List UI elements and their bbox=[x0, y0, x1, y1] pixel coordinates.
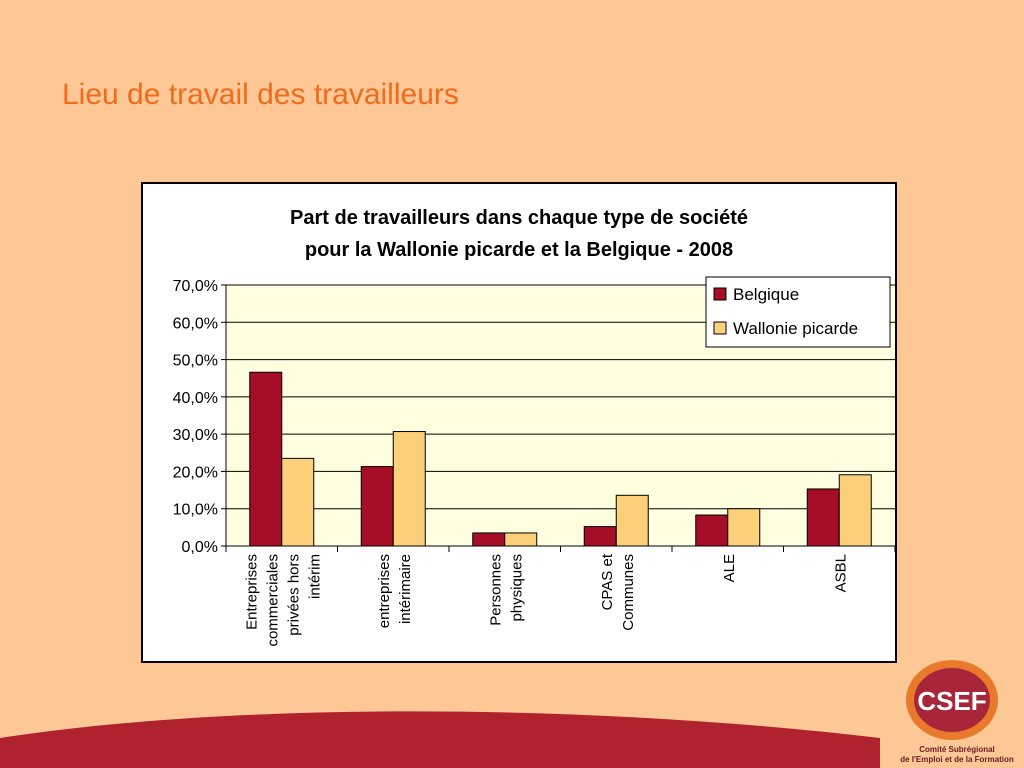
y-tick-label: 30,0% bbox=[173, 427, 218, 444]
x-category-label: intérim bbox=[306, 554, 323, 599]
y-tick-label: 60,0% bbox=[173, 315, 218, 332]
logo-text: CSEF bbox=[917, 686, 986, 716]
y-tick-label: 50,0% bbox=[173, 353, 218, 370]
x-category-label: intérimaire bbox=[397, 554, 414, 624]
bar-belgique bbox=[695, 514, 729, 547]
x-category-label: CPAS et bbox=[599, 553, 616, 610]
y-tick-label: 70,0% bbox=[173, 278, 218, 295]
bar-wallonie bbox=[281, 457, 315, 547]
slide-title: Lieu de travail des travailleurs bbox=[62, 78, 459, 111]
legend-box bbox=[705, 276, 891, 348]
y-tick-label: 10,0% bbox=[173, 502, 218, 519]
legend-swatch bbox=[713, 321, 727, 335]
legend-label: Belgique bbox=[733, 285, 799, 304]
bar-belgique bbox=[472, 532, 506, 547]
x-category-label: physiques bbox=[508, 554, 525, 622]
bar-belgique bbox=[249, 371, 283, 547]
y-tick-label: 0,0% bbox=[182, 539, 218, 556]
logo-disc bbox=[914, 668, 990, 732]
logo-caption-line2: de l'Emploi et de la Formation bbox=[900, 755, 1014, 764]
bar-belgique bbox=[360, 466, 394, 547]
bar-wallonie bbox=[727, 508, 761, 547]
x-category-label: commerciales bbox=[264, 554, 281, 647]
csef-logo: CSEF Comité Subrégional de l'Emploi et d… bbox=[900, 660, 1014, 764]
bar-wallonie bbox=[615, 494, 649, 547]
chart-title-line: Part de travailleurs dans chaque type de… bbox=[290, 207, 748, 229]
y-tick-label: 40,0% bbox=[173, 390, 218, 407]
x-category-label: ASBL bbox=[832, 554, 849, 592]
bar-wallonie bbox=[392, 431, 426, 547]
legend-label: Wallonie picarde bbox=[733, 319, 858, 338]
x-category-label: Entreprises bbox=[243, 554, 260, 630]
bar-belgique bbox=[806, 488, 840, 547]
logo-caption-line1: Comité Subrégional bbox=[919, 745, 995, 754]
chart-title-line: pour la Wallonie picarde et la Belgique … bbox=[305, 239, 733, 261]
x-category-label: Personnes bbox=[487, 554, 504, 626]
x-category-label: ALE bbox=[721, 554, 738, 582]
bar-chart: Part de travailleurs dans chaque type de… bbox=[173, 207, 895, 647]
x-category-label: entreprises bbox=[376, 554, 393, 628]
y-tick-label: 20,0% bbox=[173, 464, 218, 481]
legend-swatch bbox=[713, 287, 727, 301]
bottom-band-shape bbox=[0, 711, 880, 768]
x-category-label: Communes bbox=[620, 554, 637, 631]
bar-belgique bbox=[583, 526, 617, 547]
bar-wallonie bbox=[504, 532, 538, 547]
bar-wallonie bbox=[838, 474, 872, 547]
x-category-label: privées hors bbox=[285, 554, 302, 636]
chart-container: Part de travailleurs dans chaque type de… bbox=[141, 182, 897, 663]
